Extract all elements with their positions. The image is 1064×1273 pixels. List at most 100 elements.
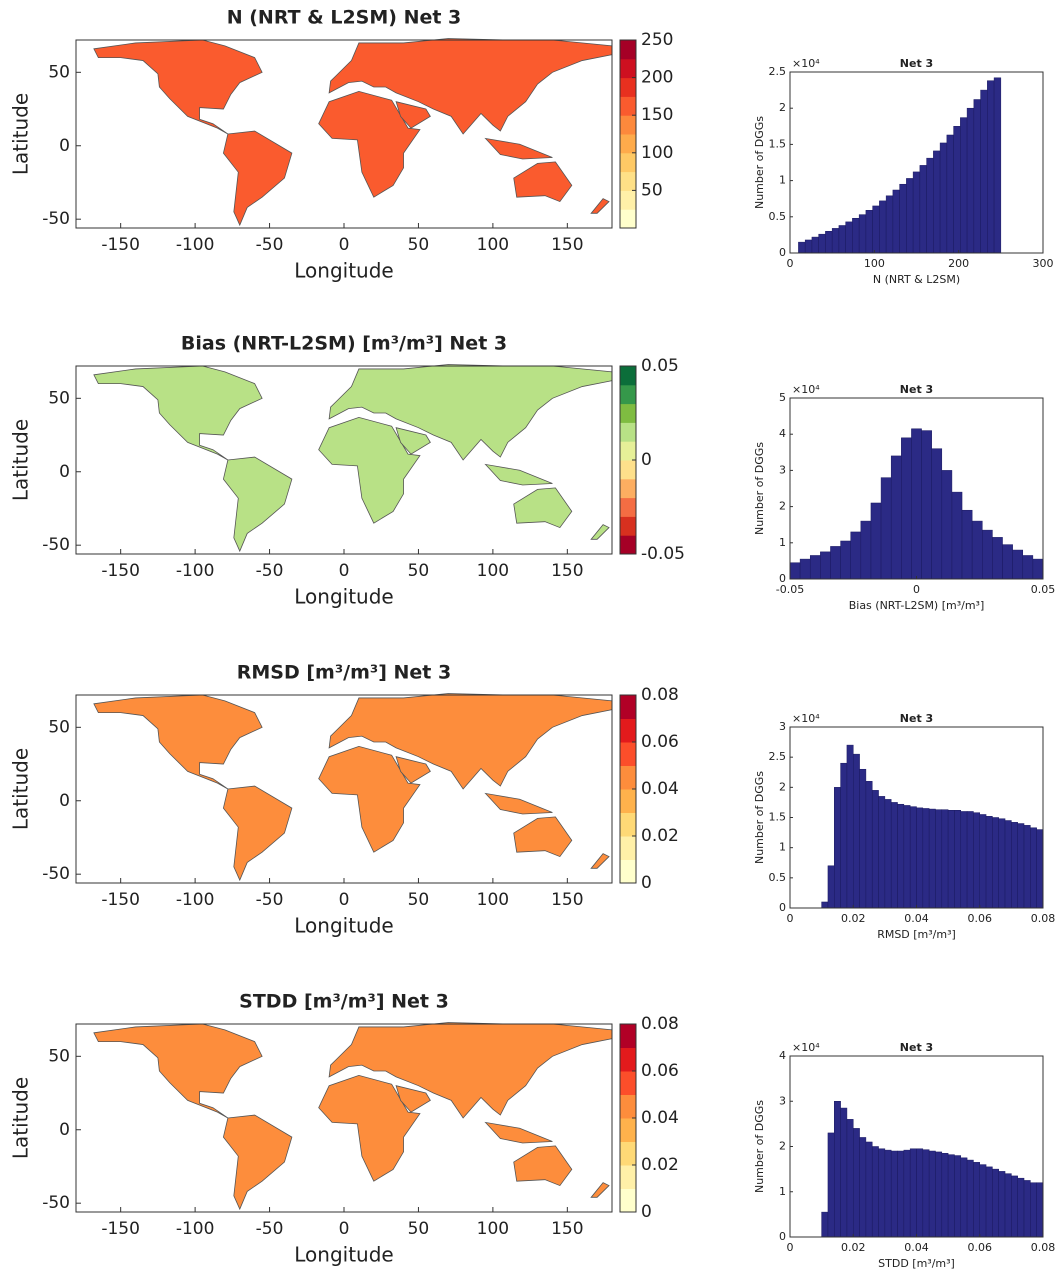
y-tick-label: 50 bbox=[48, 1046, 70, 1066]
bar bbox=[820, 551, 831, 580]
bar bbox=[980, 89, 988, 254]
colorbar-swatch bbox=[620, 134, 636, 154]
x-tick-label: 0.08 bbox=[1031, 912, 1056, 925]
y-tick-label: 2 bbox=[779, 1140, 786, 1153]
hist-title: Net 3 bbox=[900, 1041, 933, 1054]
bar bbox=[1023, 1180, 1031, 1238]
land bbox=[318, 1074, 421, 1182]
colorbar-tick-label: 0 bbox=[641, 450, 652, 470]
land bbox=[328, 1022, 613, 1119]
colorbar-swatch bbox=[620, 115, 636, 135]
colorbar-swatch bbox=[620, 535, 636, 555]
x-tick-label: 100 bbox=[477, 1219, 509, 1239]
bar bbox=[879, 200, 887, 254]
x-axis-label: STDD [m³/m³] bbox=[878, 1257, 955, 1270]
y-tick-label: 0 bbox=[59, 1120, 70, 1140]
bar bbox=[852, 217, 860, 254]
bar bbox=[865, 1141, 873, 1238]
y-tick-label: 1.5 bbox=[769, 137, 787, 150]
y-tick-label: 0 bbox=[779, 1230, 786, 1243]
map-title: RMSD [m³/m³] Net 3 bbox=[237, 662, 451, 684]
bar bbox=[931, 448, 943, 580]
bar bbox=[960, 1157, 968, 1238]
bar bbox=[1036, 1182, 1044, 1238]
x-tick-label: 0 bbox=[787, 1241, 794, 1254]
y-scale-label: ×10⁴ bbox=[792, 57, 820, 70]
x-tick-label: 100 bbox=[477, 561, 509, 581]
bar bbox=[1011, 822, 1018, 909]
x-tick-label: 150 bbox=[551, 235, 583, 255]
bar bbox=[947, 810, 955, 909]
colorbar-swatch bbox=[620, 812, 636, 837]
map-title: STDD [m³/m³] Net 3 bbox=[239, 991, 449, 1013]
land bbox=[484, 463, 553, 486]
bar bbox=[998, 1171, 1006, 1238]
land bbox=[590, 198, 610, 214]
x-axis-label: Longitude bbox=[294, 259, 393, 283]
bar bbox=[831, 228, 840, 254]
colorbar-tick-label: 0 bbox=[641, 873, 652, 893]
y-tick-label: 3 bbox=[779, 463, 786, 476]
y-tick-label: 50 bbox=[48, 62, 70, 82]
bar bbox=[993, 77, 1002, 254]
bar bbox=[853, 753, 860, 909]
colorbar-swatch bbox=[620, 96, 636, 116]
x-axis-label: N (NRT & L2SM) bbox=[873, 273, 960, 286]
colorbar-swatch bbox=[620, 40, 636, 60]
x-tick-label: 150 bbox=[551, 1219, 583, 1239]
bar bbox=[966, 811, 974, 909]
map-title: N (NRT & L2SM) Net 3 bbox=[227, 7, 462, 29]
bar bbox=[846, 744, 854, 909]
bar bbox=[933, 150, 941, 254]
y-tick-label: 0 bbox=[779, 901, 786, 914]
bar bbox=[853, 1128, 860, 1238]
colorbar-swatch bbox=[620, 718, 636, 743]
colorbar-swatch bbox=[620, 460, 636, 480]
bar bbox=[979, 814, 987, 909]
colorbar-swatch bbox=[620, 171, 636, 191]
land bbox=[513, 161, 573, 203]
bar bbox=[1017, 823, 1025, 909]
y-tick-label: -50 bbox=[42, 209, 70, 229]
bar bbox=[954, 810, 962, 909]
bar bbox=[845, 221, 853, 254]
land bbox=[93, 365, 263, 461]
colorbar-tick-label: 100 bbox=[641, 143, 673, 163]
bar bbox=[825, 231, 833, 254]
bar bbox=[838, 225, 846, 254]
x-tick-label: -100 bbox=[176, 235, 215, 255]
x-axis-label: Longitude bbox=[294, 1243, 393, 1267]
colorbar-tick-label: 0.05 bbox=[641, 356, 679, 376]
colorbar-swatch bbox=[620, 695, 636, 719]
x-tick-label: 0.02 bbox=[841, 1241, 866, 1254]
bar bbox=[1032, 558, 1044, 580]
land bbox=[395, 756, 431, 784]
bar bbox=[870, 502, 882, 580]
colorbar-tick-label: 0 bbox=[641, 1202, 652, 1222]
y-axis-label: Latitude bbox=[9, 93, 33, 175]
y-tick-label: 0.5 bbox=[769, 210, 787, 223]
bar bbox=[884, 799, 892, 909]
bar bbox=[899, 183, 907, 254]
y-tick-label: 5 bbox=[779, 391, 786, 404]
x-tick-label: -150 bbox=[101, 561, 140, 581]
colorbar-swatch bbox=[620, 742, 636, 766]
x-tick-label: 100 bbox=[477, 235, 509, 255]
colorbar-swatch bbox=[620, 789, 636, 813]
bar bbox=[809, 555, 821, 580]
land bbox=[484, 1121, 553, 1144]
bar bbox=[890, 802, 898, 909]
bar bbox=[840, 540, 851, 580]
x-tick-label: 100 bbox=[477, 890, 509, 910]
x-tick-label: -150 bbox=[101, 1219, 140, 1239]
land bbox=[484, 137, 553, 160]
y-scale-label: ×10⁴ bbox=[792, 383, 820, 396]
bar bbox=[941, 1153, 949, 1238]
x-tick-label: 0.04 bbox=[904, 912, 929, 925]
y-tick-label: 2 bbox=[779, 500, 786, 513]
bar bbox=[804, 239, 813, 254]
bar bbox=[840, 762, 848, 909]
bar bbox=[947, 1154, 955, 1238]
x-tick-label: 50 bbox=[408, 890, 430, 910]
bar bbox=[798, 241, 806, 254]
